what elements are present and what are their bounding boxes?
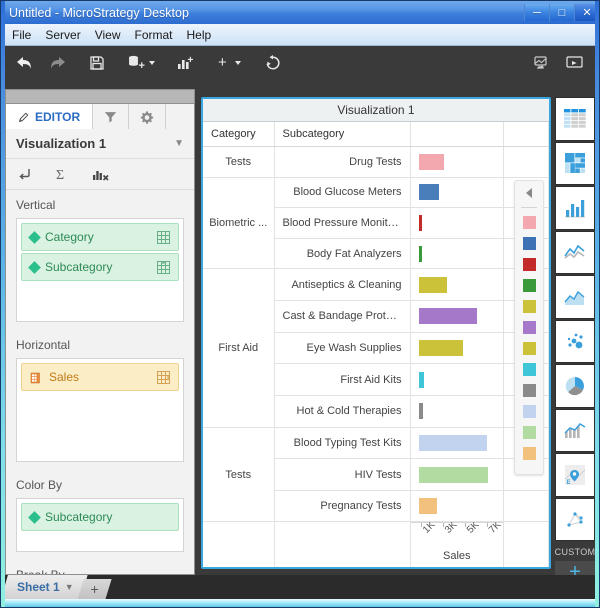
svg-text:+: + — [139, 60, 145, 71]
svg-text:Σ: Σ — [56, 168, 64, 182]
svg-text:+: + — [188, 55, 194, 66]
svg-text:+: + — [218, 55, 227, 71]
svg-text:E: E — [567, 480, 571, 486]
